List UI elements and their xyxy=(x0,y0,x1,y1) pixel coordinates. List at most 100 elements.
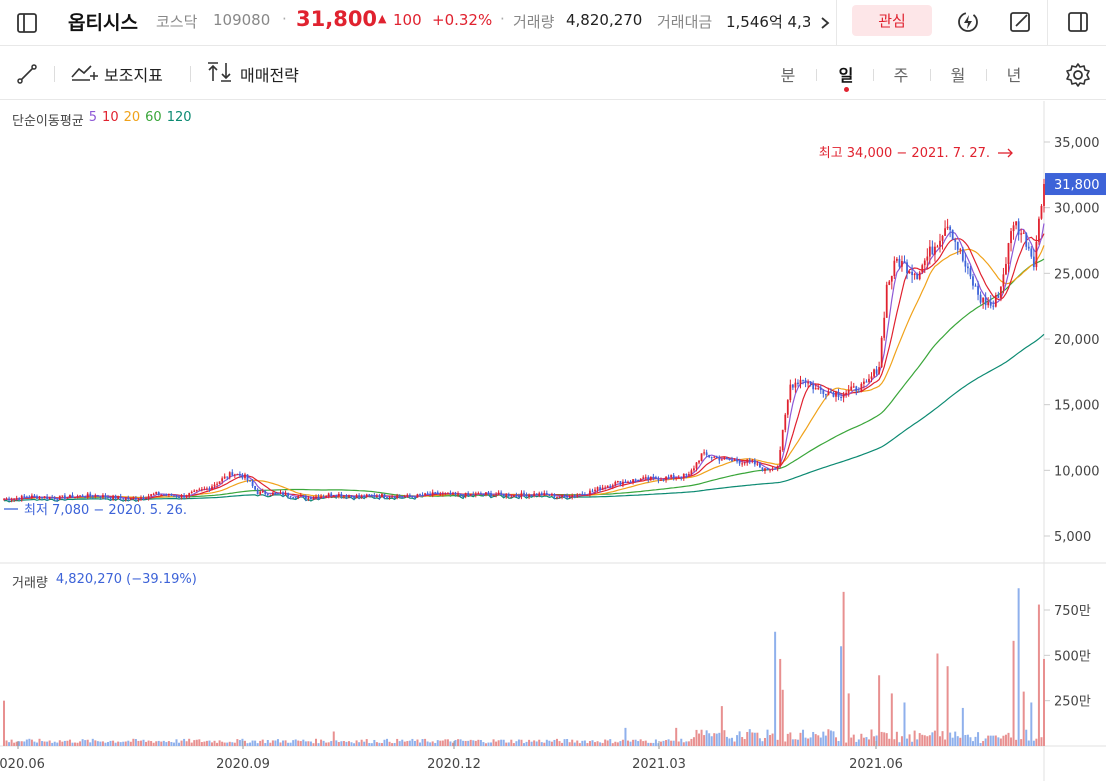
candle-body xyxy=(157,492,160,495)
candle-body xyxy=(183,495,185,498)
volume-bar xyxy=(784,741,787,746)
volume-bar xyxy=(124,741,127,746)
up-arrow-icon: ▲ xyxy=(378,12,387,25)
candle-body xyxy=(190,491,193,494)
ma-120-line xyxy=(3,333,1045,503)
candle-body xyxy=(977,286,979,295)
volume-bar xyxy=(449,741,452,746)
candle-body xyxy=(416,494,419,498)
volume-bar xyxy=(10,739,13,746)
candle-body xyxy=(274,492,277,494)
candle-body xyxy=(365,494,368,498)
candle-body xyxy=(474,493,477,496)
candle-body xyxy=(79,495,81,497)
volume-bar xyxy=(665,740,668,746)
candle-body xyxy=(360,495,363,497)
candle-body xyxy=(713,456,716,458)
volume-bar xyxy=(363,741,366,746)
strategy-button[interactable]: 매매전략 xyxy=(206,61,299,87)
volume-bar xyxy=(781,689,784,746)
volume-bar xyxy=(243,740,246,746)
side-panel-icon[interactable] xyxy=(1062,6,1094,38)
candle-body xyxy=(512,495,515,497)
candle-body xyxy=(241,475,244,479)
buy-sell-arrows-icon xyxy=(206,62,234,86)
candle-body xyxy=(1010,231,1012,244)
sidebar-toggle-icon[interactable] xyxy=(12,8,42,38)
lightning-icon[interactable] xyxy=(952,6,984,38)
volume-bar xyxy=(979,743,982,746)
volume-bar xyxy=(266,740,269,746)
candle-body xyxy=(434,492,437,494)
candle-body xyxy=(330,493,333,496)
volume-bar xyxy=(117,741,120,746)
candle-body xyxy=(302,495,305,497)
candle-body xyxy=(173,495,175,497)
price-chart[interactable]: 35,000 30,000 25,000 20,000 15,000 10,000 5,00… xyxy=(0,101,1106,781)
volume-bar xyxy=(434,742,437,746)
volume-bar xyxy=(829,730,832,746)
candle-body xyxy=(1005,263,1007,275)
volume-bar xyxy=(571,739,574,746)
candle-body xyxy=(408,494,411,497)
volume-bar xyxy=(13,742,16,746)
candle-body xyxy=(786,400,789,415)
period-month[interactable]: 월 xyxy=(950,66,966,85)
candle-body xyxy=(102,495,104,498)
volume-bar xyxy=(216,742,219,746)
candle-body xyxy=(753,460,756,465)
volume-bar xyxy=(632,739,635,746)
indicator-button[interactable]: 보조지표 xyxy=(70,61,163,87)
chevron-right-icon[interactable] xyxy=(814,8,836,38)
candle-body xyxy=(297,496,300,498)
candle-body xyxy=(589,490,591,495)
candle-body xyxy=(271,492,274,495)
candle-body xyxy=(916,273,919,280)
period-week[interactable]: 주 xyxy=(893,66,909,85)
candle-body xyxy=(500,492,503,495)
candle-body xyxy=(804,380,807,383)
volume-bar xyxy=(388,741,391,746)
edit-icon[interactable] xyxy=(1004,6,1036,38)
volume-bar xyxy=(987,735,990,746)
volume-bar xyxy=(819,737,822,746)
header-divider xyxy=(836,0,837,46)
period-minute[interactable]: 분 xyxy=(780,66,796,85)
candle-body xyxy=(441,493,444,495)
volume-bar xyxy=(81,739,84,746)
candle-body xyxy=(710,457,713,459)
draw-line-icon[interactable] xyxy=(12,59,42,89)
volume-bar xyxy=(840,646,843,746)
candle-body xyxy=(497,492,500,495)
watchlist-button[interactable]: 관심 xyxy=(852,5,932,36)
candle-body xyxy=(690,470,693,475)
volume-bar xyxy=(746,731,749,746)
volume-bar xyxy=(259,740,262,746)
period-day[interactable]: 일 xyxy=(838,66,854,85)
volume-bar xyxy=(982,741,985,746)
volume-bar xyxy=(558,741,561,746)
volume-bar xyxy=(99,741,102,746)
volume-bar xyxy=(170,741,173,746)
settings-gear-icon[interactable] xyxy=(1062,59,1094,91)
candle-body xyxy=(533,493,536,496)
candle-body xyxy=(145,497,147,499)
candle-body xyxy=(870,376,873,379)
volume-bar xyxy=(142,739,145,746)
stock-code: 109080 xyxy=(213,11,271,29)
period-year[interactable]: 년 xyxy=(1006,66,1022,85)
candle-body xyxy=(903,261,906,263)
candle-body xyxy=(624,481,627,483)
price-tick-label: 35,000 xyxy=(1054,136,1100,151)
candle-body xyxy=(994,295,997,307)
candle-body xyxy=(147,495,150,498)
volume-bar xyxy=(317,743,320,746)
candle-body xyxy=(911,271,913,276)
chart-area[interactable]: 35,000 30,000 25,000 20,000 15,000 10,000 5,00… xyxy=(0,101,1106,781)
candle-body xyxy=(436,492,439,495)
volume-bar xyxy=(490,742,493,746)
volume-bar xyxy=(160,741,163,746)
volume-bar xyxy=(497,740,500,746)
volume-bar xyxy=(373,739,376,746)
volume-bar xyxy=(936,653,939,746)
